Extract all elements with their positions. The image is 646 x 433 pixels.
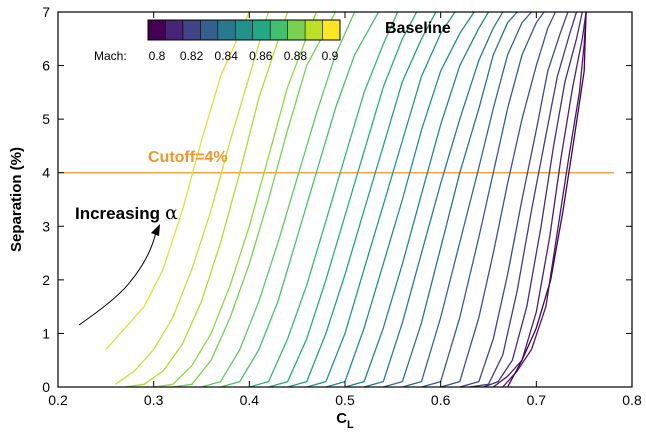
series-line-7 [220,11,380,388]
x-tick-label: 0.6 [431,392,451,408]
y-tick-label: 4 [42,165,50,181]
colorbar-label: Mach: [94,49,127,63]
series-line-24 [507,11,587,388]
series-line-15 [383,11,518,388]
series-line-10 [287,11,437,388]
colorbar-ticks: 0.8 0.82 0.84 0.86 0.88 0.9 [149,49,339,63]
colorbar: Mach: 0.8 0.82 0.84 0.86 0.88 0.9 [94,19,341,63]
series-line-6 [201,11,356,388]
series-line-13 [344,11,490,388]
series-line-5 [172,11,336,388]
y-tick-label: 0 [42,379,50,395]
x-tick-label: 0.2 [48,392,68,408]
colorbar-cell [287,20,306,40]
colorbar-cell [270,20,289,40]
alpha-symbol: α [165,202,178,224]
colorbar-cells [147,19,341,41]
ticks-group: 0.2 0.3 0.4 0.5 0.6 0.7 0.8 0 1 2 3 4 5 6 7 [42,4,642,408]
increasing-arrow [78,224,160,326]
series-line-8 [249,11,399,388]
x-tick-label: 0.5 [335,392,355,408]
series-line-9 [268,11,418,388]
colorbar-cell [182,20,201,40]
colorbar-tick-label: 0.84 [215,49,239,63]
increasing-alpha-label: Increasing α [75,202,178,224]
series-line-14 [363,11,504,388]
series-line-20 [469,11,578,388]
x-axis-title: CL [336,410,354,431]
x-axis-title-main: C [336,410,347,427]
colorbar-cell [165,20,184,40]
y-tick-label: 1 [42,325,50,341]
colorbar-tick-label: 0.88 [284,49,308,63]
x-axis-title-sub: L [347,419,354,431]
colorbar-tick-label: 0.82 [180,49,204,63]
series-line-23 [502,11,587,388]
cutoff-label: Cutoff=4% [148,149,228,166]
colorbar-border [147,19,341,41]
x-tick-label: 0.3 [144,392,164,408]
series-line-16 [402,11,532,388]
colorbar-cell [322,20,341,40]
colorbar-cell [305,20,323,40]
x-tick-label: 0.7 [527,392,547,408]
series-line-19 [459,11,569,388]
series-line-4 [153,11,317,388]
colorbar-cell [217,20,236,40]
series-group [105,11,587,388]
series-line-12 [325,11,475,388]
series-line-1 [105,11,250,350]
colorbar-cell [200,20,219,40]
y-tick-label: 5 [42,111,50,127]
colorbar-tick-label: 0.9 [322,49,339,63]
y-tick-label: 6 [42,58,50,74]
colorbar-tick-label: 0.8 [149,49,166,63]
series-line-17 [421,11,545,388]
series-line-18 [440,11,557,388]
colorbar-cell [252,20,271,40]
colorbar-cell [235,20,254,40]
arrow-curve [78,231,157,326]
colorbar-tick-label: 0.86 [249,49,273,63]
y-tick-label: 3 [42,218,50,234]
x-tick-label: 0.4 [240,392,260,408]
arrow-head [151,224,160,236]
series-line-3 [124,11,289,388]
y-axis-title: Separation (%) [8,147,25,252]
series-line-2 [115,11,270,385]
series-line-22 [492,11,587,388]
y-tick-label: 2 [42,272,50,288]
x-tick-label: 0.8 [622,392,642,408]
baseline-label: Baseline [385,20,451,37]
colorbar-cell [148,20,166,40]
y-tick-label: 7 [42,4,50,20]
series-line-21 [483,11,583,388]
increasing-text: Increasing [75,204,160,223]
series-line-11 [306,11,456,388]
